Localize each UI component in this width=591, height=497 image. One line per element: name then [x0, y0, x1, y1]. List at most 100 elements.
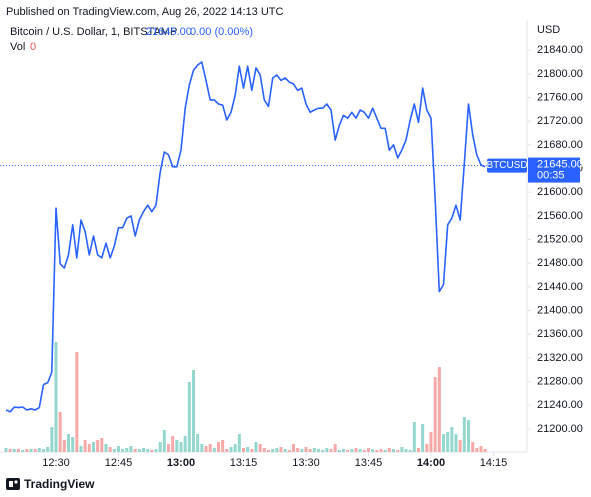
volume-bar: [187, 382, 191, 452]
volume-bar: [342, 449, 345, 452]
volume-bar: [17, 449, 20, 452]
volume-bar: [175, 440, 179, 452]
volume-bar: [21, 450, 25, 452]
volume-bar: [242, 448, 245, 452]
y-tick-label: 21440.00: [537, 281, 583, 293]
volume-bar: [283, 449, 287, 452]
volume-bar: [462, 417, 466, 452]
volume-bar: [121, 449, 125, 452]
volume-bar: [308, 449, 312, 452]
price-box: [528, 157, 580, 183]
volume-bar: [279, 447, 283, 452]
y-tick-label: 21480.00: [537, 257, 583, 269]
volume-bar: [29, 449, 33, 452]
volume-bar: [117, 446, 120, 452]
volume-bar: [150, 450, 154, 452]
volume-bar: [337, 450, 341, 452]
volume-bar: [350, 449, 354, 452]
volume-bar: [267, 450, 270, 452]
volume-label: Vol: [10, 41, 25, 53]
volume-bar: [58, 412, 62, 452]
volume-bar: [100, 438, 104, 452]
volume-bar: [396, 450, 400, 452]
volume-bar: [229, 447, 233, 452]
symbol-label: BTCUSD: [486, 160, 527, 171]
volume-bar: [137, 449, 141, 452]
volume-bar: [37, 448, 41, 452]
volume-bar: [179, 442, 183, 452]
volume-bar: [171, 436, 175, 452]
volume-bar: [108, 447, 112, 452]
volume-bar: [317, 449, 320, 452]
footer: TradingView: [24, 477, 95, 491]
volume-bar: [362, 450, 366, 452]
y-tick-label: 21400.00: [537, 304, 583, 316]
volume-bar: [275, 448, 279, 452]
legend-change: 0.00 (0.00%): [190, 26, 253, 38]
volume-bar: [237, 434, 241, 452]
volume-bar: [392, 449, 395, 452]
volume-bar: [371, 449, 375, 452]
volume-bar: [475, 448, 479, 452]
volume-bar: [4, 448, 8, 452]
volume-bar: [312, 448, 316, 452]
volume-bar: [433, 377, 437, 452]
volume-bar: [450, 427, 454, 452]
legend-value: 21645.00: [146, 26, 192, 38]
y-tick-label: 21760.00: [537, 91, 583, 103]
volume-bar: [346, 450, 350, 452]
volume-bar: [379, 449, 383, 452]
volume-bar: [421, 424, 425, 452]
volume-bar: [71, 437, 75, 452]
volume-bar: [146, 449, 150, 452]
y-tick-label: 21720.00: [537, 115, 583, 127]
countdown: 00:35: [537, 169, 565, 181]
volume-bar: [404, 449, 408, 452]
volume-bar: [25, 449, 29, 452]
volume-bar: [437, 367, 441, 452]
volume-bar: [292, 444, 295, 452]
volume-bar: [62, 440, 66, 452]
price-line: [5, 61, 486, 413]
volume-bar: [192, 370, 195, 452]
x-tick-label: 14:15: [480, 457, 508, 469]
volume-bar: [333, 444, 337, 452]
volume-bar: [158, 442, 162, 452]
volume-bar: [412, 422, 416, 452]
volume-bar: [483, 449, 487, 452]
header: Published on TradingView.com, Aug 26, 20…: [6, 6, 283, 18]
volume-bar: [367, 448, 370, 452]
volume-bar: [196, 434, 200, 452]
volume-bar: [225, 449, 229, 452]
volume-bar: [425, 444, 429, 452]
price-label: 21645.00: [537, 158, 583, 170]
volume-bar: [208, 444, 212, 452]
volume-bar: [133, 449, 137, 452]
volume-bar: [329, 449, 333, 452]
volume-bar: [354, 448, 358, 452]
volume-bar: [325, 448, 329, 452]
volume-value: 0: [30, 41, 36, 53]
volume-bar: [8, 449, 12, 452]
volume-bar: [417, 448, 420, 452]
volume-bar: [271, 449, 275, 452]
volume-bar: [167, 444, 170, 452]
symbol-box: [487, 158, 527, 173]
volume-bar: [300, 449, 304, 452]
x-tick-label: 14:00: [417, 457, 445, 469]
volume-bar: [262, 448, 266, 452]
volume-bar: [50, 427, 54, 452]
volume-bar: [212, 448, 216, 452]
y-tick-label: 21320.00: [537, 352, 583, 364]
volume-bar: [258, 444, 262, 452]
volume-bar: [254, 442, 258, 452]
y-tick-label: 21240.00: [537, 399, 583, 411]
volume-bar: [200, 444, 204, 452]
volume-bar: [142, 448, 145, 452]
footer-logo: [6, 478, 20, 490]
volume-bar: [304, 447, 308, 452]
volume-bar: [375, 450, 379, 452]
volume-bar: [233, 444, 237, 452]
volume-bar: [183, 436, 187, 452]
